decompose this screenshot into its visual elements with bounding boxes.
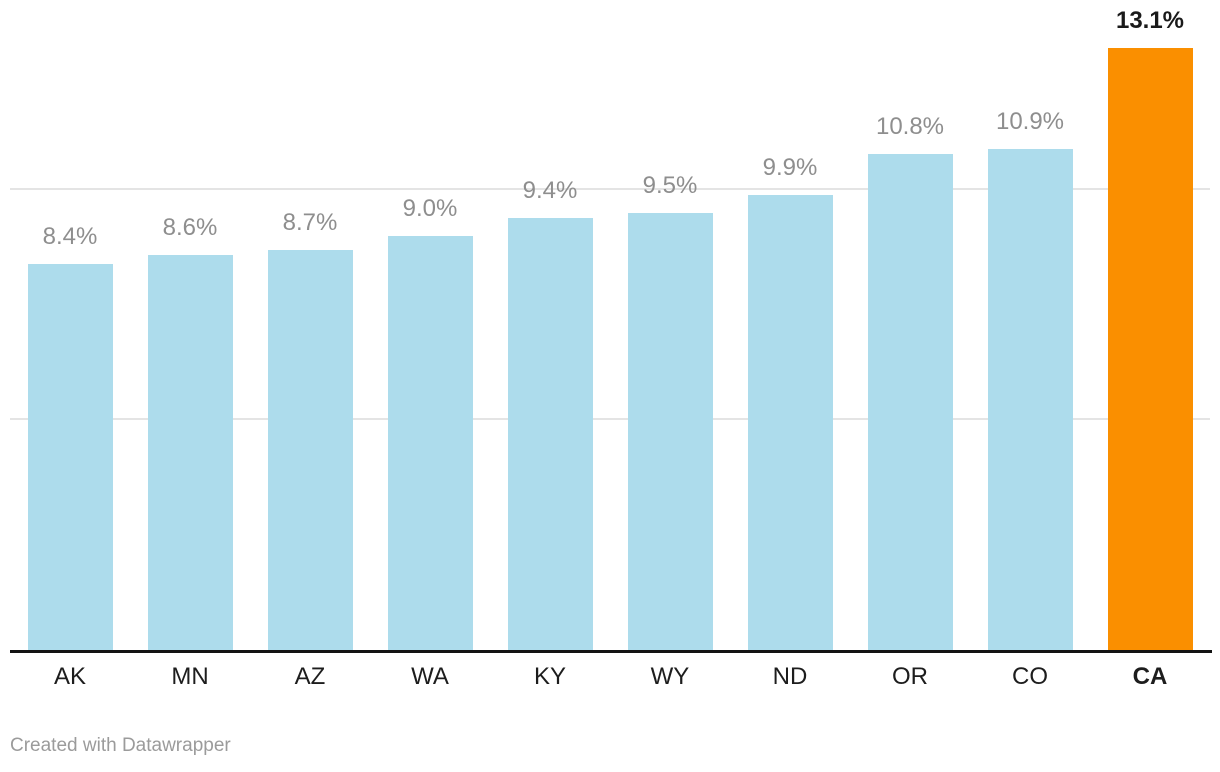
bar xyxy=(627,213,713,650)
x-axis-label: AK xyxy=(53,663,86,690)
bar xyxy=(387,236,473,650)
bar xyxy=(27,264,113,650)
gridline xyxy=(10,418,1210,420)
value-label: 13.1% xyxy=(1115,7,1185,34)
x-axis-label: WA xyxy=(411,663,449,690)
x-axis-label: OR xyxy=(892,663,928,690)
value-label: 9.9% xyxy=(762,154,818,181)
bar xyxy=(507,218,593,650)
bar xyxy=(747,195,833,650)
value-label: 8.4% xyxy=(42,223,98,250)
gridline xyxy=(10,188,1210,190)
footer-credit: Created with Datawrapper xyxy=(10,735,231,756)
bar xyxy=(147,255,233,650)
value-label: 9.0% xyxy=(402,195,458,222)
value-label: 10.9% xyxy=(995,108,1065,135)
value-label: 8.7% xyxy=(282,209,338,236)
x-axis-label: WY xyxy=(650,663,690,690)
x-axis-label: CA xyxy=(1132,663,1168,690)
bar xyxy=(867,154,953,650)
x-axis-label: KY xyxy=(533,663,566,690)
x-axis-label: ND xyxy=(772,663,808,690)
bar xyxy=(987,149,1073,650)
x-axis-baseline xyxy=(10,650,1212,653)
x-axis-label: AZ xyxy=(294,663,326,690)
value-label: 9.4% xyxy=(522,177,578,204)
bar xyxy=(267,250,353,650)
value-label: 8.6% xyxy=(162,214,218,241)
x-axis-label: MN xyxy=(171,663,209,690)
bar-highlight xyxy=(1107,48,1193,650)
value-label: 10.8% xyxy=(875,113,945,140)
value-label: 9.5% xyxy=(642,172,698,199)
x-axis-label: CO xyxy=(1012,663,1048,690)
